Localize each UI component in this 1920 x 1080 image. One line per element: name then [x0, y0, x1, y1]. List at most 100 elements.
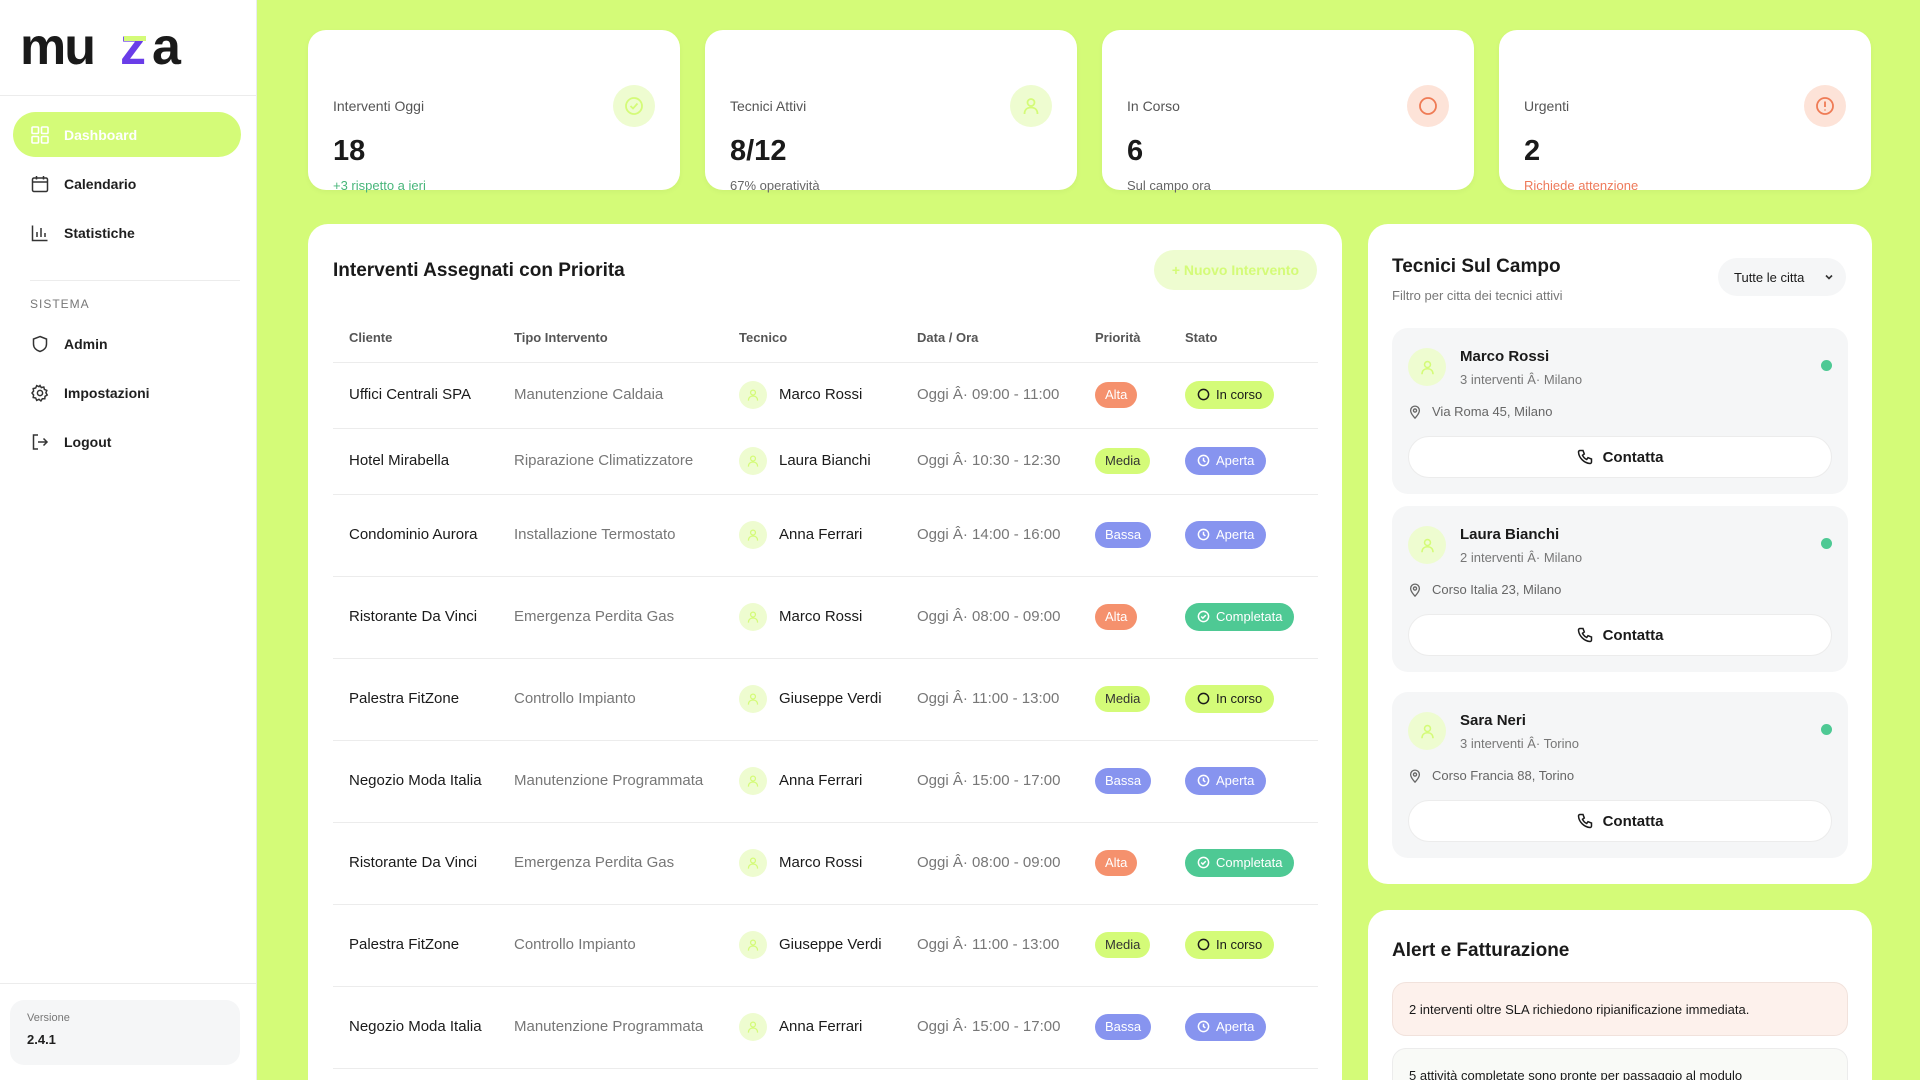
tipo-text: Installazione Termostato	[514, 526, 676, 543]
contact-button[interactable]: Contatta	[1408, 800, 1832, 842]
svg-text:a: a	[152, 22, 182, 72]
stat-value: 18	[333, 135, 366, 167]
tecnico-wrapper: Giuseppe Verdi	[739, 931, 901, 959]
alerts-panel: Alert e Fatturazione 2 interventi oltre …	[1368, 910, 1872, 1080]
col-tecnico[interactable]: Tecnico	[723, 314, 901, 363]
cell-priorita: Media	[1079, 904, 1169, 987]
cell-cliente: Negozio Moda Italia	[333, 986, 498, 1069]
tecnico-wrapper: Marco Rossi	[739, 849, 901, 877]
priority-badge: Alta	[1095, 850, 1138, 876]
tipo-text: Controllo Impianto	[514, 936, 636, 953]
table-row[interactable]: Ristorante Da Vinci Emergenza Perdita Gas…	[333, 576, 1318, 659]
status-badge[interactable]: Aperta	[1185, 446, 1267, 475]
muza-logo[interactable]: mu z a	[20, 22, 220, 72]
data-text: Oggi Â· 08:00 - 09:00	[917, 854, 1061, 871]
status-badge[interactable]: Aperta	[1185, 520, 1267, 549]
col-priorita[interactable]: Priorità	[1079, 314, 1169, 363]
nav-logout[interactable]: Logout	[13, 419, 241, 464]
priority-badge: Media	[1095, 686, 1151, 712]
status-badge[interactable]: Completata	[1185, 602, 1295, 631]
status-badge[interactable]: Completata	[1185, 848, 1295, 877]
status-badge[interactable]: In corso	[1185, 930, 1275, 959]
tecnico-text[interactable]: Marco Rossi	[779, 608, 863, 625]
table-header-row: Cliente Tipo Intervento Tecnico Data / O…	[333, 314, 1318, 363]
nav-impostazioni[interactable]: Impostazioni	[13, 370, 241, 415]
tecnico-text[interactable]: Laura Bianchi	[779, 452, 871, 469]
col-tipo[interactable]: Tipo Intervento	[498, 314, 723, 363]
nav-statistiche[interactable]: Statistiche	[13, 210, 241, 255]
table-row[interactable]: Palestra FitZone Controllo Impianto Giusep…	[333, 904, 1318, 987]
status-badge[interactable]: In corso	[1185, 684, 1275, 713]
status-badge[interactable]: Aperta	[1185, 766, 1267, 795]
cell-cliente: Uffici Centrali SPA	[333, 362, 498, 429]
technician-info: 3 interventi Â· Torino	[1460, 736, 1579, 751]
map-pin-icon	[1408, 404, 1422, 419]
interventions-table: Cliente Tipo Intervento Tecnico Data / O…	[333, 314, 1318, 1069]
nav-calendario[interactable]: Calendario	[13, 161, 241, 206]
cell-tecnico: Giuseppe Verdi	[723, 658, 901, 741]
col-data[interactable]: Data / Ora	[901, 314, 1079, 363]
status-text: In corso	[1216, 386, 1263, 402]
priority-badge: Bassa	[1095, 522, 1152, 548]
stat-sub: Sul campo ora	[1127, 178, 1211, 193]
technician-name: Marco Rossi	[1460, 348, 1550, 365]
user-icon	[739, 381, 767, 409]
technician-info: 2 interventi Â· Milano	[1460, 550, 1583, 565]
tecnico-wrapper: Giuseppe Verdi	[739, 685, 901, 713]
tecnico-text[interactable]: Marco Rossi	[779, 386, 863, 403]
cell-stato: In corso	[1169, 362, 1318, 429]
svg-text:mu: mu	[20, 22, 94, 72]
table-row[interactable]: Palestra FitZone Controllo Impianto Giusep…	[333, 658, 1318, 741]
nav-admin[interactable]: Admin	[13, 321, 241, 366]
alert-item[interactable]: 2 interventi oltre SLA richiedono ripian…	[1392, 982, 1848, 1036]
cell-priorita: Bassa	[1079, 986, 1169, 1069]
nav-dashboard[interactable]: Dashboard	[13, 112, 241, 157]
tecnico-text[interactable]: Marco Rossi	[779, 854, 863, 871]
chevron-down-icon	[1824, 270, 1834, 285]
tecnico-text[interactable]: Giuseppe Verdi	[779, 690, 882, 707]
circle-icon	[1197, 388, 1210, 401]
table-row[interactable]: Negozio Moda Italia Manutenzione Programm…	[333, 740, 1318, 823]
cell-stato: Aperta	[1169, 428, 1318, 495]
tecnico-text[interactable]: Giuseppe Verdi	[779, 936, 882, 953]
tipo-text: Controllo Impianto	[514, 690, 636, 707]
table-row[interactable]: Uffici Centrali SPA Manutenzione Caldaia M…	[333, 362, 1318, 429]
technician-card: Sara Neri 3 interventi Â· Torino Corso Fra…	[1392, 692, 1848, 858]
stat-sub: Richiede attenzione	[1524, 178, 1639, 193]
online-status-dot	[1821, 538, 1832, 549]
interventions-title: Interventi Assegnati con Priorita	[333, 260, 625, 281]
city-filter-select[interactable]: Tutte le citta	[1718, 258, 1846, 296]
contact-button[interactable]: Contatta	[1408, 614, 1832, 656]
contact-button[interactable]: Contatta	[1408, 436, 1832, 478]
tecnico-text[interactable]: Anna Ferrari	[779, 772, 863, 789]
table-row[interactable]: Condominio Aurora Installazione Termostat…	[333, 494, 1318, 577]
tecnico-text[interactable]: Anna Ferrari	[779, 526, 863, 543]
shield-icon	[30, 334, 50, 354]
col-stato[interactable]: Stato	[1169, 314, 1318, 363]
new-intervention-button[interactable]: + Nuovo Intervento	[1153, 250, 1317, 290]
alert-item[interactable]: 5 attività completate sono pronte per pa…	[1392, 1048, 1848, 1080]
tecnico-text[interactable]: Anna Ferrari	[779, 1018, 863, 1035]
cell-tipo: Emergenza Perdita Gas	[498, 576, 723, 659]
cell-tecnico: Anna Ferrari	[723, 740, 901, 823]
table-row[interactable]: Ristorante Da Vinci Emergenza Perdita Gas…	[333, 822, 1318, 905]
tecnico-wrapper: Laura Bianchi	[739, 447, 901, 475]
nav-logout-label: Logout	[64, 433, 112, 450]
version-box: Versione 2.4.1	[10, 1000, 240, 1065]
data-text: Oggi Â· 11:00 - 13:00	[917, 690, 1060, 707]
status-badge[interactable]: Aperta	[1185, 1012, 1267, 1041]
data-text: Oggi Â· 11:00 - 13:00	[917, 936, 1060, 953]
alerts-title: Alert e Fatturazione	[1392, 940, 1570, 961]
check-circle-icon	[1197, 856, 1210, 869]
cliente-text: Negozio Moda Italia	[349, 1018, 482, 1035]
address-text: Corso Francia 88, Torino	[1432, 768, 1575, 783]
cell-stato: Aperta	[1169, 494, 1318, 577]
col-cliente[interactable]: Cliente	[333, 314, 498, 363]
table-row[interactable]: Hotel Mirabella Riparazione Climatizzator…	[333, 428, 1318, 495]
nav-divider	[30, 280, 240, 281]
cell-stato: Completata	[1169, 822, 1318, 905]
status-text: In corso	[1216, 690, 1263, 706]
tecnico-wrapper: Anna Ferrari	[739, 1013, 901, 1041]
status-badge[interactable]: In corso	[1185, 380, 1275, 409]
table-row[interactable]: Negozio Moda Italia Manutenzione Programm…	[333, 986, 1318, 1069]
